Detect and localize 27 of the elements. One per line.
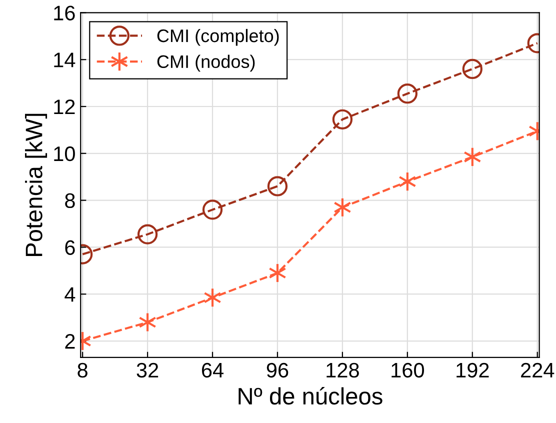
legend-label: CMI (completo) <box>157 28 279 46</box>
y-tick-label: 8 <box>65 193 75 208</box>
y-tick-label: 2 <box>65 334 75 349</box>
x-tick-label: 8 <box>78 362 88 378</box>
y-tick-label: 10 <box>54 146 75 162</box>
legend-label: CMI (nodos) <box>157 54 255 72</box>
y-tick-label: 6 <box>65 240 75 255</box>
x-tick-label: 160 <box>392 362 424 378</box>
x-tick-label: 64 <box>202 362 224 378</box>
point <box>462 58 482 80</box>
point <box>267 176 288 196</box>
y-tick-label: 4 <box>64 287 76 302</box>
x-tick-label: 128 <box>326 362 359 378</box>
y-tick-label: 12 <box>54 100 75 114</box>
point <box>202 200 223 220</box>
x-tick-label: 224 <box>521 362 554 378</box>
y-tick-label: 14 <box>54 52 76 68</box>
y-tick-label: 16 <box>54 6 75 20</box>
point <box>138 312 156 332</box>
x-tick-label: 96 <box>266 362 288 378</box>
x-tick-label: 192 <box>456 362 489 378</box>
x-tick-label: 32 <box>136 362 158 378</box>
point <box>397 84 418 104</box>
point <box>137 224 158 244</box>
point <box>332 109 353 130</box>
x-axis-title: Nº de núcleos <box>238 386 382 405</box>
y-axis-title: Potencia [kW] <box>25 114 48 256</box>
